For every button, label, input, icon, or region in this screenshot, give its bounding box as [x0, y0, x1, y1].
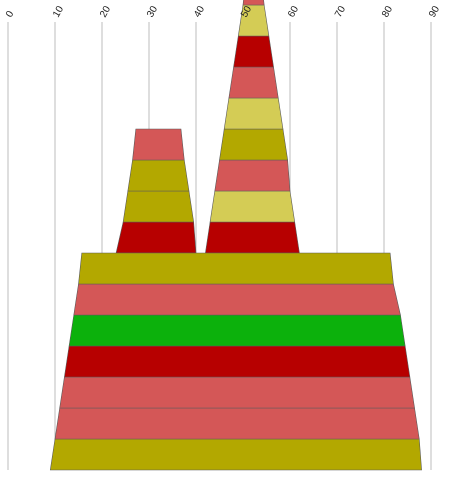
x-tick-label: 10 — [51, 4, 66, 20]
x-tick-label: 60 — [286, 4, 301, 20]
band-layer — [49, 0, 422, 471]
x-tick-label: 80 — [380, 4, 395, 20]
stack-2-band-3 — [127, 159, 190, 192]
stack-2-band-1 — [115, 221, 197, 254]
tick-label-layer: 0 10 20 30 40 50 60 70 80 90 — [4, 4, 442, 20]
stack-3-band-6 — [228, 66, 279, 99]
stack-1-band-5 — [68, 314, 406, 347]
stack-2-band-2 — [122, 190, 194, 223]
x-tick-label: 70 — [333, 4, 348, 20]
stack-3-band-4 — [219, 128, 288, 161]
stack-1-band-1 — [49, 438, 422, 471]
stack-3-band-2 — [209, 190, 296, 223]
x-tick-label: 0 — [4, 9, 17, 20]
x-tick-label: 20 — [98, 4, 113, 20]
stack-3-band-1 — [205, 221, 300, 254]
x-tick-label: 50 — [239, 4, 254, 20]
stack-3-band-7 — [233, 35, 274, 68]
stack-3-band-9 — [242, 0, 265, 6]
stack-3-band-3 — [214, 159, 291, 192]
x-tick-label: 30 — [145, 4, 160, 20]
stack-3-band-5 — [223, 97, 284, 130]
stack-1-band-3 — [59, 376, 415, 409]
stack-1-band-2 — [54, 407, 420, 440]
x-tick-label: 90 — [427, 4, 442, 20]
stack-1-band-6 — [73, 283, 401, 316]
stack-1-band-4 — [64, 345, 411, 378]
stack-2-band-4 — [132, 128, 185, 161]
stack-1-band-7 — [78, 252, 394, 285]
x-tick-label: 40 — [192, 4, 207, 20]
